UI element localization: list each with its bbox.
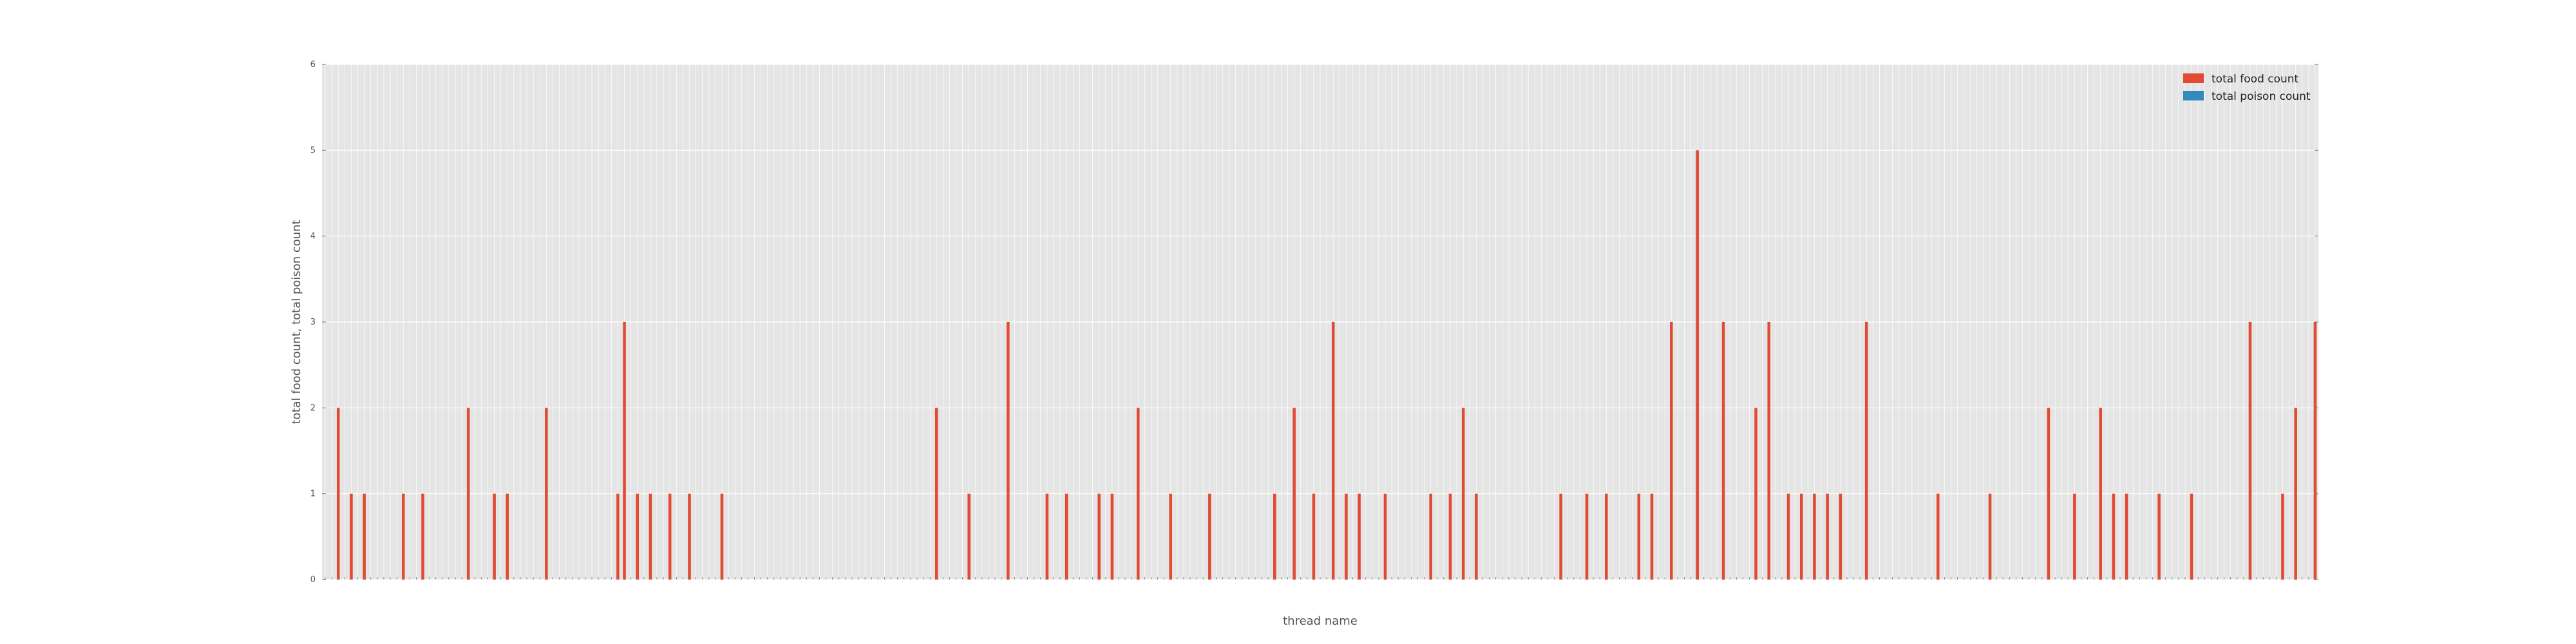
bar-food	[1345, 493, 1348, 580]
y-tick-label: 4	[310, 232, 316, 242]
bar-food	[1429, 493, 1432, 580]
bar-food	[2190, 493, 2193, 580]
bar-food	[688, 493, 691, 580]
bar-food	[2073, 493, 2076, 580]
bar-food	[1605, 493, 1608, 580]
bar-food	[363, 493, 366, 580]
bar-food	[616, 493, 620, 580]
bar-food	[1650, 493, 1654, 580]
bar-food	[2047, 408, 2050, 580]
bar-food	[1786, 493, 1790, 580]
bar-food	[545, 408, 548, 580]
bar-food	[1988, 493, 1992, 580]
bar-food	[1559, 493, 1562, 580]
bar-food	[1097, 493, 1101, 580]
bar-food	[2281, 493, 2284, 580]
bar-food	[1065, 493, 1068, 580]
legend-swatch-food	[2183, 73, 2204, 83]
bar-food	[2157, 493, 2161, 580]
bar-food	[421, 493, 424, 580]
bar-food	[466, 408, 470, 580]
legend-swatch-poison	[2183, 91, 2204, 100]
bars	[336, 150, 2317, 580]
bar-food	[2313, 322, 2317, 580]
bar-food	[1169, 493, 1173, 580]
bar-food	[1937, 493, 1940, 580]
bar-food	[1637, 493, 1641, 580]
bar-food	[1448, 493, 1452, 580]
bar-food	[1007, 322, 1010, 580]
bar-food	[1293, 408, 1296, 580]
x-axis-label: thread name	[1283, 614, 1358, 628]
bar-food	[2248, 322, 2252, 580]
bar-food	[2125, 493, 2128, 580]
bar-food	[1721, 322, 1725, 580]
bar-food	[2112, 493, 2116, 580]
bar-food	[1045, 493, 1049, 580]
y-tick-label: 0	[310, 575, 316, 585]
bar-food	[1358, 493, 1361, 580]
bar-food	[401, 493, 405, 580]
bar-food	[1864, 322, 1868, 580]
bar-food	[636, 493, 639, 580]
bar-food	[1826, 493, 1829, 580]
bar-food	[934, 408, 938, 580]
y-tick-label: 6	[310, 60, 316, 70]
bar-food	[967, 493, 971, 580]
y-tick-label: 2	[310, 403, 316, 413]
y-tick-label: 1	[310, 489, 316, 499]
y-axis-label: total food count, total poison count	[290, 220, 303, 424]
legend-label-poison: total poison count	[2211, 90, 2311, 103]
bar-food	[1696, 150, 1699, 580]
bar-food	[506, 493, 509, 580]
bar-food	[1136, 408, 1140, 580]
bar-food	[1273, 493, 1276, 580]
bar-food	[1839, 493, 1842, 580]
bar-food	[1670, 322, 1673, 580]
bar-food	[649, 493, 652, 580]
y-tick-label: 5	[310, 146, 316, 155]
bar-food	[1383, 493, 1387, 580]
bar-food	[1585, 493, 1589, 580]
bar-food	[2099, 408, 2102, 580]
y-axis: 0 1 2 3 4 5 6	[310, 60, 2318, 585]
bar-food	[623, 322, 626, 580]
legend-label-food: total food count	[2211, 73, 2299, 86]
bar-food	[1754, 408, 1757, 580]
x-axis	[325, 577, 2316, 580]
bar-food	[2294, 408, 2297, 580]
bar-food	[1767, 322, 1771, 580]
bar-food	[668, 493, 672, 580]
legend: total food count total poison count	[2183, 73, 2311, 103]
bar-food	[493, 493, 496, 580]
bar-food	[1312, 493, 1316, 580]
bar-food	[1475, 493, 1478, 580]
bar-food	[336, 408, 340, 580]
bar-food	[1799, 493, 1803, 580]
bar-food	[1461, 408, 1465, 580]
bar-food	[1331, 322, 1335, 580]
y-tick-label: 3	[310, 317, 316, 327]
bar-food	[720, 493, 724, 580]
bar-food	[1813, 493, 1816, 580]
bar-food	[1110, 493, 1114, 580]
bar-food	[1208, 493, 1211, 580]
bar-food	[350, 493, 353, 580]
